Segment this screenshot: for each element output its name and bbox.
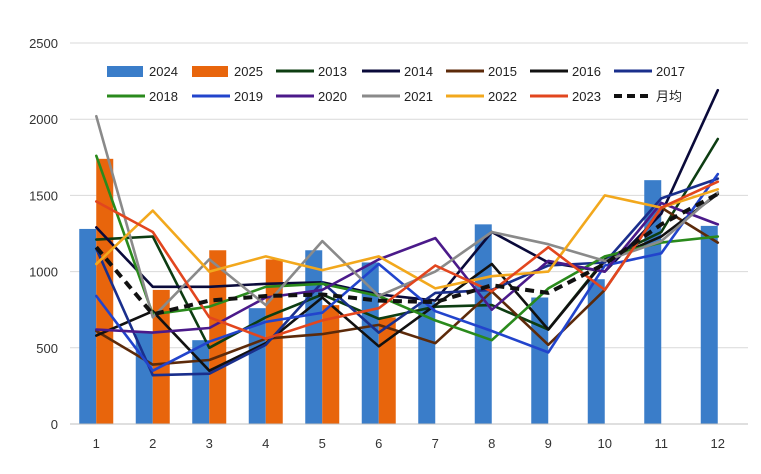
y-tick-label: 1000 <box>29 265 58 280</box>
legend-item-月均: 月均 <box>614 89 682 104</box>
legend-label: 2014 <box>404 64 433 79</box>
bar-2025 <box>96 158 114 424</box>
legend-item-2020: 2020 <box>276 89 347 104</box>
bars <box>79 158 718 424</box>
legend-item-2025: 2025 <box>192 64 263 79</box>
legend-label: 2024 <box>149 64 178 79</box>
legend-label: 2015 <box>488 64 517 79</box>
line-series-2023 <box>95 180 720 341</box>
legend-label: 月均 <box>656 89 682 104</box>
line-series-2013 <box>95 137 720 350</box>
bar-2024 <box>79 228 97 424</box>
y-tick-label: 0 <box>51 417 58 432</box>
y-tick-label: 2500 <box>29 36 58 51</box>
line-series-2017 <box>95 177 720 377</box>
bar-2024 <box>192 340 210 424</box>
x-tick-label: 4 <box>262 436 269 451</box>
x-tick-label: 6 <box>375 436 382 451</box>
bar-2024 <box>474 224 492 424</box>
legend-item-2013: 2013 <box>276 64 347 79</box>
line-series-月均 <box>94 192 719 317</box>
legend-item-2017: 2017 <box>614 64 685 79</box>
bar-2024 <box>135 332 153 424</box>
legend-item-2019: 2019 <box>192 89 263 104</box>
bar-2024 <box>418 302 436 424</box>
y-tick-label: 2000 <box>29 112 58 127</box>
x-tick-label: 9 <box>545 436 552 451</box>
bar-2024 <box>700 225 718 424</box>
bar-2024 <box>305 250 323 424</box>
legend-item-2015: 2015 <box>446 64 517 79</box>
bar-2025 <box>378 317 396 424</box>
legend-label: 2021 <box>404 89 433 104</box>
legend-item-2021: 2021 <box>362 89 433 104</box>
y-tick-label: 1500 <box>29 188 58 203</box>
legend-swatch <box>107 66 143 77</box>
line-series-2022 <box>95 188 720 290</box>
legend-swatch <box>192 66 228 77</box>
gridlines <box>70 42 748 349</box>
legend-item-2018: 2018 <box>107 89 178 104</box>
x-tick-label: 7 <box>432 436 439 451</box>
legend-item-2024: 2024 <box>107 64 178 79</box>
legend-item-2022: 2022 <box>446 89 517 104</box>
series-lines <box>94 88 720 377</box>
x-tick-label: 1 <box>93 436 100 451</box>
legend: 2024 2025 2013 2014 2015 2016 2017 2018 2019 2020… <box>107 64 685 104</box>
x-tick-label: 10 <box>598 436 612 451</box>
x-tick-label: 3 <box>206 436 213 451</box>
legend-item-2023: 2023 <box>530 89 601 104</box>
x-tick-label: 12 <box>711 436 725 451</box>
legend-label: 2023 <box>572 89 601 104</box>
line-series-2018 <box>95 154 720 342</box>
bar-2025 <box>209 250 227 424</box>
legend-label: 2022 <box>488 89 517 104</box>
legend-label: 2025 <box>234 64 263 79</box>
line-series-2016 <box>95 192 720 373</box>
x-tick-label: 8 <box>488 436 495 451</box>
line-series-2020 <box>95 201 720 334</box>
x-tick-label: 5 <box>319 436 326 451</box>
bar-2024 <box>587 279 605 424</box>
legend-label: 2019 <box>234 89 263 104</box>
bar-2024 <box>531 297 549 424</box>
legend-label: 2016 <box>572 64 601 79</box>
y-tick-label: 500 <box>36 341 58 356</box>
legend-label: 2018 <box>149 89 178 104</box>
legend-label: 2020 <box>318 89 347 104</box>
x-tick-label: 11 <box>655 436 669 451</box>
bar-2024 <box>361 262 379 424</box>
bar-2025 <box>322 305 340 424</box>
legend-item-2016: 2016 <box>530 64 601 79</box>
legend-label: 2013 <box>318 64 347 79</box>
x-tick-label: 2 <box>149 436 156 451</box>
legend-item-2014: 2014 <box>362 64 433 79</box>
legend-label: 2017 <box>656 64 685 79</box>
